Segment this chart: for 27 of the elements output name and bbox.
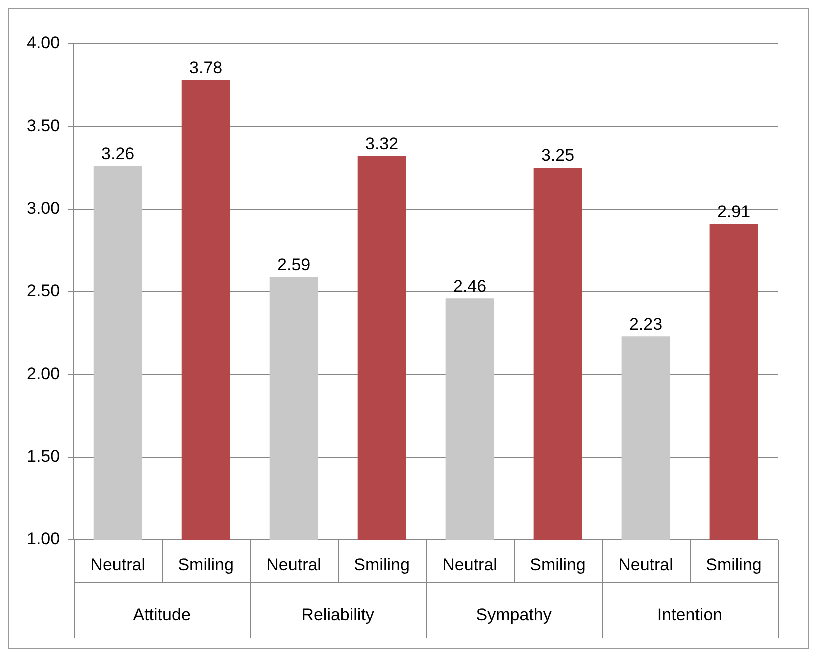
data-label: 2.46 [453, 276, 487, 296]
data-label: 2.23 [629, 314, 663, 334]
data-label: 3.26 [102, 144, 135, 164]
y-tick-label: 4.00 [26, 34, 60, 53]
x-tick-label: Sympathy [476, 606, 552, 625]
y-tick-label: 3.00 [26, 199, 60, 218]
y-tick-label: 3.50 [26, 116, 60, 136]
y-tick-label: 1.00 [26, 530, 60, 549]
text: Neutral [266, 556, 322, 575]
y-tick-label: 2.00 [26, 364, 60, 384]
data-label: 3.78 [190, 58, 223, 78]
data-label: 2.59 [278, 255, 311, 274]
x-tick-label: Attitude [133, 606, 191, 625]
series-label: Neutral [618, 556, 674, 575]
text: Smiling [706, 556, 762, 575]
x-tick-label: Reliability [302, 606, 375, 625]
series-label: Smiling [530, 556, 586, 575]
data-label: 2.91 [717, 202, 751, 222]
text: Smiling [354, 556, 410, 575]
y-tick-label: 1.50 [26, 447, 60, 466]
text: Neutral [90, 556, 146, 575]
data-label: 3.25 [541, 146, 575, 166]
text: Neutral [442, 556, 498, 575]
x-tick-label: Intention [657, 606, 723, 625]
text: Smiling [178, 556, 234, 575]
y-tick-label: 2.50 [26, 282, 60, 301]
data-label: 3.32 [366, 134, 399, 154]
